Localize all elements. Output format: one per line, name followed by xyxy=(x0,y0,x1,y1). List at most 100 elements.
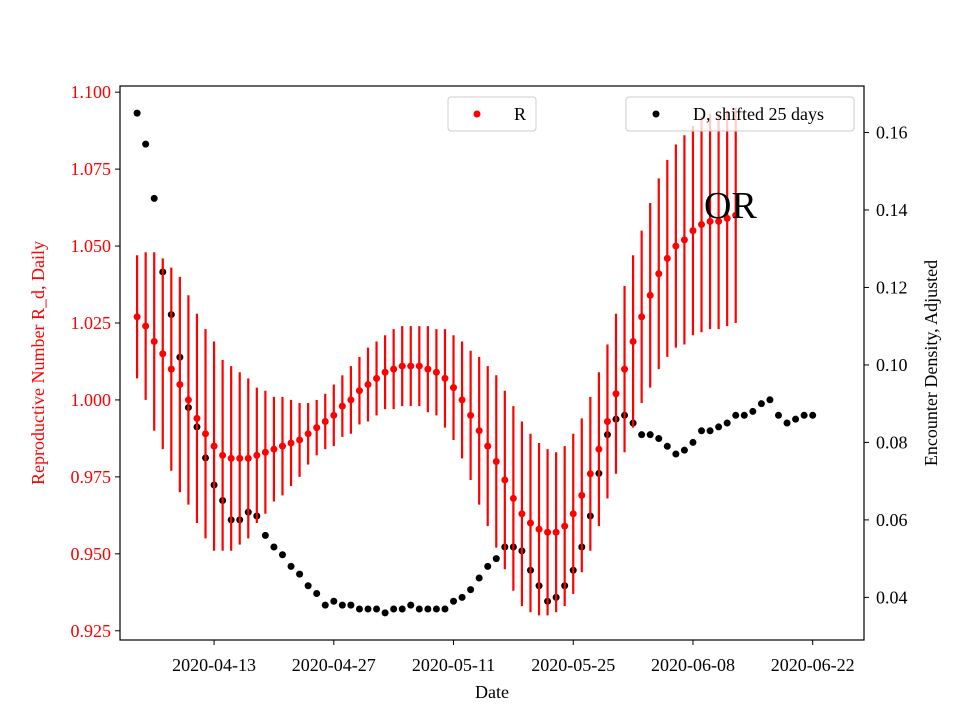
r-point xyxy=(732,211,740,219)
d-point xyxy=(783,419,791,427)
r-point xyxy=(501,476,509,484)
d-point xyxy=(809,411,817,419)
r-point xyxy=(552,528,560,536)
r-point xyxy=(698,221,706,228)
d-point xyxy=(458,593,466,601)
x-axis: 2020-04-13 2020-04-27 2020-05-11 2020-05-25… xyxy=(172,640,855,675)
y-axis-left: 0.925 0.950 0.975 1.000 1.025 1.050 1.075 1.100 xyxy=(71,82,120,641)
r-point xyxy=(484,442,492,450)
r-point xyxy=(432,368,440,376)
y-right-tick-label: 0.08 xyxy=(876,432,908,452)
d-point xyxy=(792,415,800,423)
d-point xyxy=(347,601,355,609)
r-point xyxy=(450,384,458,392)
r-point xyxy=(526,519,534,527)
d-point xyxy=(424,605,432,613)
r-point xyxy=(595,445,603,453)
r-point xyxy=(672,242,680,250)
x-tick-label: 2020-06-08 xyxy=(651,655,735,675)
r-point xyxy=(219,451,227,459)
r-point xyxy=(202,430,210,438)
d-point xyxy=(672,450,680,458)
d-point xyxy=(330,597,338,605)
r-point xyxy=(193,414,201,422)
legend-r-marker xyxy=(473,110,481,118)
r-point xyxy=(706,217,714,225)
x-tick-label: 2020-05-11 xyxy=(412,655,495,675)
d-point xyxy=(663,442,671,450)
r-point xyxy=(621,365,629,373)
d-point xyxy=(321,601,329,609)
y-axis-right-label: Encounter Density, Adjusted xyxy=(921,260,941,466)
r-point xyxy=(715,217,723,225)
d-point xyxy=(689,438,697,446)
r-point xyxy=(270,445,278,453)
d-point xyxy=(287,562,295,570)
r-point xyxy=(492,457,500,465)
y-left-tick-label: 1.025 xyxy=(71,313,112,333)
d-point xyxy=(313,590,321,598)
y-right-tick-label: 0.06 xyxy=(876,510,908,530)
r-point xyxy=(655,270,663,278)
r-point xyxy=(638,313,646,321)
d-point xyxy=(450,597,458,605)
d-point xyxy=(441,605,449,613)
r-point xyxy=(458,396,466,404)
d-point xyxy=(398,605,406,613)
r-point xyxy=(210,442,218,450)
r-point xyxy=(509,494,517,502)
r-point xyxy=(296,436,304,444)
d-point xyxy=(296,570,304,578)
legend-d-frame xyxy=(625,96,855,132)
r-point xyxy=(227,454,235,462)
r-point xyxy=(355,387,363,395)
r-point xyxy=(603,417,611,425)
d-point xyxy=(355,605,363,613)
legend-d-marker xyxy=(652,110,660,118)
y-left-tick-label: 1.075 xyxy=(71,159,112,179)
y-left-tick-label: 1.050 xyxy=(71,236,112,256)
r-point xyxy=(373,374,381,382)
r-point xyxy=(364,381,372,389)
r-point xyxy=(390,365,398,373)
r-point xyxy=(646,291,654,299)
d-point xyxy=(338,601,346,609)
r-point xyxy=(518,510,526,518)
legend-d-label: D, shifted 25 days xyxy=(693,104,824,124)
r-point xyxy=(338,402,346,410)
d-point xyxy=(407,601,415,609)
x-tick-label: 2020-04-13 xyxy=(172,655,256,675)
r-point xyxy=(680,236,688,244)
series-d xyxy=(133,109,817,617)
y-left-tick-label: 0.950 xyxy=(71,544,112,564)
d-point xyxy=(715,423,723,431)
d-point xyxy=(740,411,748,419)
d-point xyxy=(680,446,688,454)
r-point xyxy=(253,451,261,459)
d-point xyxy=(757,400,765,408)
r-point xyxy=(142,322,150,330)
d-point xyxy=(484,562,492,570)
r-point xyxy=(184,396,192,404)
y-right-tick-label: 0.10 xyxy=(876,355,908,375)
r-point xyxy=(441,374,449,382)
d-point xyxy=(142,140,150,148)
r-point xyxy=(381,368,389,376)
r-point xyxy=(612,390,620,398)
d-point xyxy=(467,586,475,594)
r-point xyxy=(347,396,355,404)
r-point xyxy=(663,254,671,262)
d-point xyxy=(304,582,312,590)
r-point xyxy=(424,365,432,373)
r-point xyxy=(304,430,312,438)
d-point xyxy=(261,531,269,539)
d-point xyxy=(278,551,286,559)
r-point xyxy=(244,454,252,462)
x-tick-label: 2020-04-27 xyxy=(292,655,376,675)
d-point xyxy=(373,605,381,613)
d-point xyxy=(415,605,423,613)
r-point xyxy=(689,227,697,235)
d-point xyxy=(492,555,500,563)
y-right-tick-label: 0.12 xyxy=(876,277,908,297)
